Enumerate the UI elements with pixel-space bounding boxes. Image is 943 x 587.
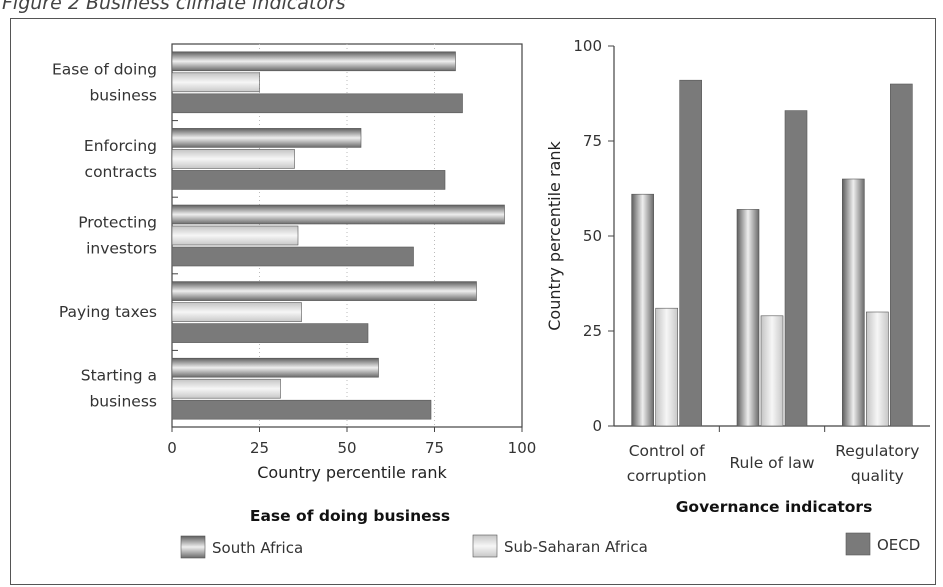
category-label: Regulatory xyxy=(835,442,919,460)
category-label: Rule of law xyxy=(729,454,814,472)
x-tick-label: 25 xyxy=(250,439,269,457)
bar-oecd-ease-of-doing-business xyxy=(171,93,463,114)
bar-oecd-starting-a-business xyxy=(171,399,432,420)
bar-sub-saharan-africa-ease-of-doing-business xyxy=(171,72,260,93)
bar-south-africa-control-of-corruption xyxy=(631,193,654,427)
x-tick-label: 75 xyxy=(425,439,444,457)
bar-south-africa-paying-taxes xyxy=(171,281,477,301)
bar-sub-saharan-africa-starting-a-business xyxy=(171,378,281,399)
bar-sub-saharan-africa-rule-of-law xyxy=(760,315,784,427)
category-label: Enforcing xyxy=(84,137,157,155)
bar-south-africa-regulatory-quality xyxy=(842,178,865,427)
legend-swatch-oecd xyxy=(845,532,871,556)
legend-swatch-south-africa xyxy=(180,535,206,559)
bar-oecd-regulatory-quality xyxy=(890,83,913,427)
x-axis-title: Country percentile rank xyxy=(257,463,447,482)
bar-south-africa-rule-of-law xyxy=(736,209,760,427)
governance-indicators-chart: 0 25 50 75 100 Control of corruption Rule of la… xyxy=(545,37,930,516)
bar-oecd-enforcing-contracts xyxy=(171,170,446,190)
category-label: Control of xyxy=(629,442,705,460)
bar-sub-saharan-africa-control-of-corruption xyxy=(655,307,678,427)
category-label: Protecting xyxy=(78,214,157,232)
figure-frame xyxy=(10,18,936,585)
bar-south-africa-ease-of-doing-business xyxy=(171,51,456,72)
ease-of-doing-business-chart: 0 25 50 75 100 Ease of doing business Enforcing… xyxy=(52,43,537,525)
category-label: investors xyxy=(86,240,157,258)
bar-sub-saharan-africa-paying-taxes xyxy=(171,302,302,322)
y-axis-title: Country percentile rank xyxy=(545,141,564,331)
bar-south-africa-protecting-investors xyxy=(171,204,505,225)
x-tick-label: 50 xyxy=(337,439,356,457)
figure-title: Figure 2 Business climate indicators xyxy=(2,0,346,14)
category-label: business xyxy=(89,393,157,411)
legend-swatch-sub-saharan-africa xyxy=(472,534,498,558)
bar-oecd-control-of-corruption xyxy=(679,79,702,427)
chart-caption: Governance indicators xyxy=(676,498,873,516)
x-tick-label: 0 xyxy=(167,439,177,457)
legend-label-south-africa: South Africa xyxy=(212,539,303,557)
legend: South Africa Sub-Saharan Africa OECD xyxy=(180,532,920,559)
bar-oecd-protecting-investors xyxy=(171,246,414,267)
bar-sub-saharan-africa-enforcing-contracts xyxy=(171,149,295,169)
chart-caption: Ease of doing business xyxy=(250,507,450,525)
bar-oecd-rule-of-law xyxy=(784,110,808,427)
legend-label-oecd: OECD xyxy=(877,536,920,554)
x-tick-label: 100 xyxy=(508,439,537,457)
y-tick-label: 0 xyxy=(592,417,602,435)
category-label: quality xyxy=(851,467,904,485)
y-tick-label: 75 xyxy=(583,132,602,150)
bar-south-africa-enforcing-contracts xyxy=(171,128,362,148)
legend-label-sub-saharan-africa: Sub-Saharan Africa xyxy=(504,538,648,556)
bar-sub-saharan-africa-regulatory-quality xyxy=(866,311,889,427)
category-label: Starting a xyxy=(81,367,157,385)
category-label: contracts xyxy=(85,163,157,181)
bar-sub-saharan-africa-protecting-investors xyxy=(171,225,299,246)
bar-south-africa-starting-a-business xyxy=(171,357,379,378)
y-tick-label: 25 xyxy=(583,322,602,340)
category-label: Ease of doing xyxy=(52,60,157,78)
y-tick-label: 100 xyxy=(573,37,602,55)
category-label: Paying taxes xyxy=(59,303,157,321)
y-tick-label: 50 xyxy=(583,227,602,245)
category-label: corruption xyxy=(627,467,707,485)
bar-oecd-paying-taxes xyxy=(171,323,369,343)
category-label: business xyxy=(89,86,157,104)
